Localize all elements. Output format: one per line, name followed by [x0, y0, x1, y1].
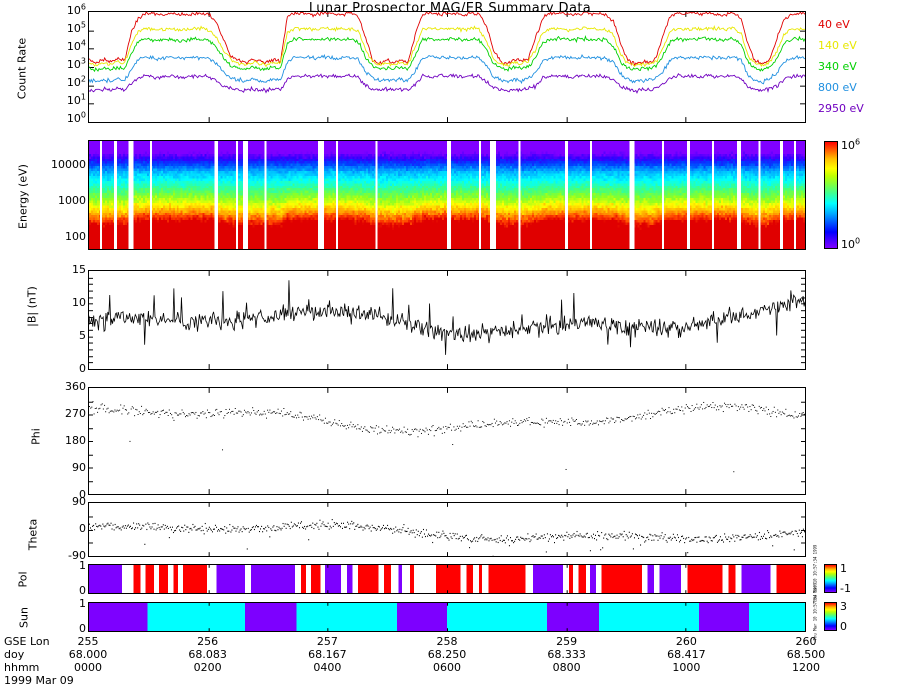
sun-colorbar-max: 3	[840, 600, 847, 613]
sun-strip	[89, 603, 805, 631]
legend-item-2: 340 eV	[818, 60, 857, 73]
ytick: 270	[65, 407, 86, 420]
x-tick-value: 1200	[792, 661, 820, 674]
x-tick-value: 0000	[74, 661, 102, 674]
date-label: 1999 Mar 09	[4, 674, 74, 687]
countrate-plot	[89, 12, 805, 122]
x-axis-labels: GSE Lon doy hhmm 1999 Mar 09 255 68.000 00…	[0, 636, 900, 696]
energy-spectrogram	[89, 141, 805, 249]
ytick: 101	[66, 92, 86, 107]
x-tick-value: 68.500	[786, 648, 826, 661]
ytick: 0	[79, 622, 86, 635]
legend-item-3: 800 eV	[818, 81, 857, 94]
ytick: 102	[66, 74, 86, 89]
legend-item-4: 2950 eV	[818, 102, 864, 115]
x-tick-value: 1000	[672, 661, 701, 674]
sun-panel	[88, 602, 806, 632]
energy-spectrogram-panel	[88, 140, 806, 250]
ytick: 180	[65, 434, 86, 447]
pol-strip	[89, 565, 805, 593]
ytick: 90	[72, 495, 86, 508]
x-tick-value: 0600	[433, 661, 461, 674]
x-row-label-doy: doy	[4, 648, 25, 661]
ytick: 103	[66, 56, 86, 71]
x-row-label-gse-lon: GSE Lon	[4, 635, 50, 648]
ytick: 106	[66, 2, 86, 17]
x-tick-value: 260	[795, 635, 817, 648]
ytick: 105	[66, 20, 86, 35]
countrate-y-ticks: 106 105 104 103 102 101 100	[0, 0, 86, 130]
x-tick-value: 68.333	[547, 648, 586, 661]
ytick: 1	[79, 559, 86, 572]
phi-plot	[89, 388, 805, 494]
ytick: 0	[79, 584, 86, 597]
x-tick-value: 68.250	[427, 648, 467, 661]
x-tick-value: 68.417	[667, 648, 706, 661]
x-tick-value: 259	[556, 635, 578, 648]
ytick: 360	[65, 380, 86, 393]
x-tick-value: 260	[675, 635, 697, 648]
sun-colorbar-min: 0	[840, 620, 847, 633]
energy-colorbar	[824, 141, 838, 249]
x-tick-value: 0800	[552, 661, 581, 674]
energy-colorbar-max: 106	[841, 137, 861, 152]
ytick: 100	[66, 110, 86, 125]
theta-panel	[88, 502, 806, 557]
pol-colorbar-min: -1	[840, 582, 851, 595]
energy-colorbar-min: 100	[841, 236, 861, 251]
ytick: 0	[79, 522, 86, 535]
pol-colorbar-max: 1	[840, 562, 847, 575]
ytick: 90	[72, 461, 86, 474]
ytick: 100	[65, 230, 86, 243]
ytick: 0	[79, 488, 86, 501]
countrate-panel	[88, 11, 806, 123]
x-tick-value: 0400	[313, 661, 342, 674]
pol-panel	[88, 564, 806, 594]
ytick: 10	[72, 296, 86, 309]
x-tick-value: 256	[197, 635, 219, 648]
ytick: 0	[79, 362, 86, 375]
ytick: 1	[79, 597, 86, 610]
bfield-panel	[88, 270, 806, 370]
x-tick-value: 68.167	[308, 648, 347, 661]
x-tick-value: 68.000	[68, 648, 108, 661]
ytick: 15	[72, 263, 86, 276]
ytick: 104	[66, 38, 86, 53]
legend-item-1: 140 eV	[818, 39, 857, 52]
x-tick-value: 0200	[193, 661, 222, 674]
sun-colorbar	[824, 602, 837, 631]
x-row-label-hhmm: hhmm	[4, 661, 40, 674]
phi-panel	[88, 387, 806, 495]
legend-item-0: 40 eV	[818, 18, 850, 31]
x-tick-value: 258	[436, 635, 458, 648]
theta-plot	[89, 503, 805, 556]
x-tick-value: 257	[316, 635, 338, 648]
sun-timestamp-stamp: Thu Mar 10 10:57:34 1999	[812, 582, 818, 641]
x-tick-value: 68.083	[188, 648, 227, 661]
ytick: 10000	[51, 158, 86, 171]
pol-colorbar	[824, 564, 837, 593]
ytick: 5	[79, 329, 86, 342]
x-tick-value: 255	[77, 635, 99, 648]
ytick: -90	[68, 549, 86, 562]
bfield-plot	[89, 271, 805, 369]
ytick: 1000	[58, 194, 86, 207]
